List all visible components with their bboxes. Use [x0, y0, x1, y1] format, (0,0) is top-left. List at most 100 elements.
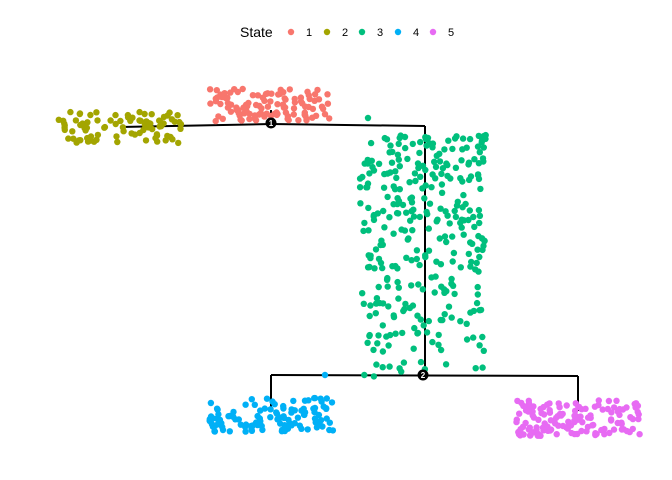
cell-point-state-3 — [416, 261, 423, 269]
cell-point-state-3 — [452, 164, 460, 171]
cell-point-state-3 — [422, 182, 429, 189]
cell-point-state-4 — [254, 421, 261, 429]
cell-point-state-1 — [234, 88, 241, 96]
cell-point-state-3 — [393, 174, 400, 182]
cell-point-state-3 — [424, 134, 432, 142]
legend-key-5 — [429, 28, 437, 36]
cell-point-state-3 — [451, 290, 458, 298]
cell-point-state-3 — [361, 371, 368, 379]
cell-point-state-1 — [227, 108, 235, 115]
cell-point-state-3 — [442, 208, 449, 215]
cell-point-state-3 — [459, 178, 466, 185]
cell-point-state-5 — [629, 425, 636, 433]
cell-point-state-5 — [520, 431, 527, 438]
cell-point-state-3 — [421, 195, 428, 202]
cell-point-state-3 — [478, 139, 485, 146]
cell-point-state-1 — [324, 100, 332, 107]
cell-point-state-4 — [326, 419, 333, 426]
cell-point-state-3 — [372, 310, 379, 317]
cell-point-state-5 — [614, 408, 622, 415]
cell-point-state-5 — [601, 431, 608, 438]
cell-point-state-5 — [634, 402, 642, 409]
cell-point-state-1 — [309, 105, 317, 113]
cell-point-state-3 — [385, 303, 392, 310]
cell-point-state-4 — [304, 426, 311, 433]
cell-point-state-2 — [76, 110, 84, 118]
cell-point-state-5 — [517, 426, 524, 433]
cell-point-state-4 — [207, 399, 215, 407]
cell-point-state-3 — [448, 275, 455, 283]
cell-point-state-3 — [438, 181, 446, 188]
cell-point-state-3 — [453, 202, 461, 209]
cell-point-state-5 — [605, 397, 613, 405]
cell-point-state-3 — [465, 250, 472, 258]
cell-point-state-4 — [296, 422, 303, 429]
cell-point-state-2 — [136, 117, 143, 124]
cell-point-state-4 — [225, 413, 232, 420]
cell-point-state-5 — [553, 431, 560, 438]
legend-key-3 — [358, 28, 366, 36]
cell-point-state-1 — [264, 103, 272, 110]
cell-point-state-3 — [396, 163, 403, 170]
cell-point-state-3 — [450, 249, 458, 257]
cell-point-state-2 — [153, 131, 161, 138]
legend-key-4 — [394, 28, 402, 36]
cell-point-state-3 — [428, 184, 435, 191]
cell-point-state-3 — [435, 341, 442, 348]
cell-point-state-2 — [69, 128, 76, 135]
cell-point-state-3 — [431, 158, 438, 165]
cell-point-state-4 — [313, 424, 321, 431]
cell-point-state-5 — [514, 397, 521, 405]
cell-point-state-5 — [613, 397, 620, 404]
cell-point-state-4 — [242, 421, 250, 428]
cell-point-state-3 — [436, 158, 444, 165]
cell-point-state-3 — [367, 252, 374, 259]
cell-point-state-3 — [437, 261, 445, 268]
branch-point-label: 1 — [269, 119, 274, 128]
cell-point-state-3 — [366, 263, 373, 271]
cell-point-state-1 — [282, 96, 289, 103]
cell-point-state-3 — [431, 289, 438, 296]
cell-point-state-2 — [147, 120, 154, 127]
cell-point-state-3 — [379, 364, 386, 371]
cell-point-state-4 — [281, 422, 288, 429]
cell-point-state-4 — [310, 405, 317, 412]
cell-point-state-3 — [460, 217, 468, 224]
cell-point-state-5 — [555, 400, 562, 407]
cell-point-state-1 — [249, 92, 257, 99]
cell-point-state-5 — [592, 431, 599, 439]
cell-point-state-3 — [370, 213, 377, 220]
cell-point-state-1 — [214, 94, 221, 101]
cell-point-state-5 — [546, 409, 554, 416]
cell-point-state-4 — [259, 426, 266, 434]
cell-point-state-3 — [474, 143, 482, 150]
cell-point-state-3 — [380, 184, 388, 191]
cell-point-state-5 — [529, 412, 536, 419]
cell-point-state-5 — [571, 407, 579, 415]
cell-point-state-3 — [472, 266, 479, 273]
cell-point-state-3 — [432, 163, 440, 171]
cell-point-state-3 — [370, 346, 377, 354]
cell-point-state-3 — [479, 246, 486, 254]
cell-point-state-3 — [408, 282, 415, 289]
cell-point-state-3 — [472, 365, 479, 372]
cell-point-state-3 — [381, 134, 388, 142]
cell-point-state-3 — [457, 264, 464, 271]
cell-point-state-3 — [390, 312, 397, 319]
cell-point-state-4 — [273, 409, 280, 416]
cell-point-state-3 — [377, 259, 385, 267]
cell-point-state-3 — [405, 235, 412, 242]
cell-point-state-4 — [323, 395, 330, 402]
cell-point-state-3 — [475, 132, 482, 140]
cell-point-state-3 — [409, 302, 417, 309]
cell-point-state-2 — [107, 117, 114, 124]
cell-point-state-3 — [424, 210, 431, 218]
cell-point-state-1 — [314, 86, 321, 94]
cell-point-state-5 — [614, 419, 621, 427]
cell-point-state-1 — [318, 103, 326, 110]
cell-point-state-4 — [288, 422, 295, 429]
cell-point-state-4 — [226, 428, 233, 435]
cell-point-state-4 — [321, 371, 329, 379]
cell-point-state-2 — [94, 131, 102, 139]
cell-point-state-1 — [233, 106, 240, 114]
